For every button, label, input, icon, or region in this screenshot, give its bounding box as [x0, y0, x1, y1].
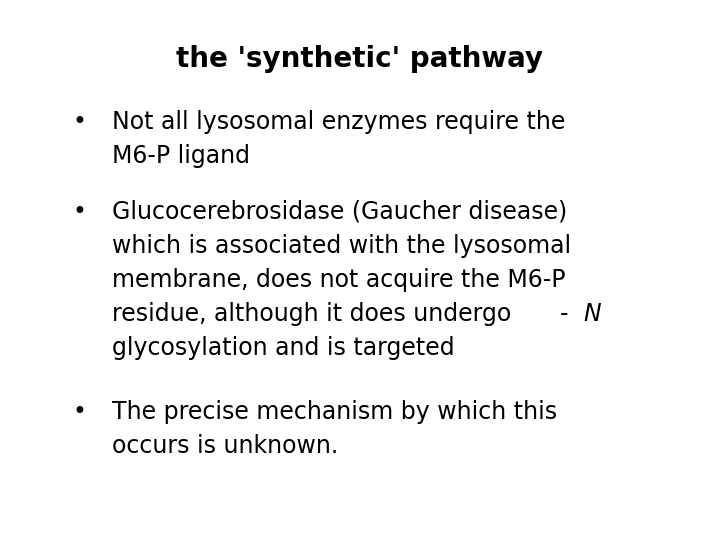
Text: Not all lysosomal enzymes require the: Not all lysosomal enzymes require the	[112, 110, 565, 134]
Text: Glucocerebrosidase (Gaucher disease): Glucocerebrosidase (Gaucher disease)	[112, 200, 567, 224]
Text: N: N	[583, 302, 601, 326]
Text: residue, although it does undergo: residue, although it does undergo	[112, 302, 518, 326]
Text: which is associated with the lysosomal: which is associated with the lysosomal	[112, 234, 571, 258]
Text: membrane, does not acquire the M6-P: membrane, does not acquire the M6-P	[112, 268, 565, 292]
Text: •: •	[72, 400, 86, 424]
Text: The precise mechanism by which this: The precise mechanism by which this	[112, 400, 557, 424]
Text: the 'synthetic' pathway: the 'synthetic' pathway	[176, 45, 544, 73]
Text: •: •	[72, 110, 86, 134]
Text: •: •	[72, 200, 86, 224]
Text: glycosylation and is targeted: glycosylation and is targeted	[112, 336, 454, 360]
Text: -: -	[559, 302, 568, 326]
Text: M6-P ligand: M6-P ligand	[112, 144, 250, 168]
Text: occurs is unknown.: occurs is unknown.	[112, 434, 338, 458]
